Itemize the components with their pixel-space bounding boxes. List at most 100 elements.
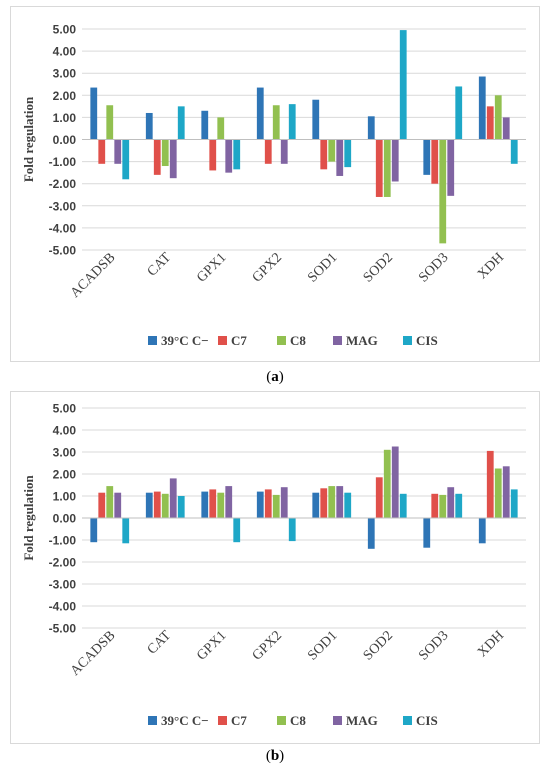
bar <box>447 487 455 518</box>
bar <box>336 139 344 176</box>
bar <box>233 518 241 543</box>
y-tick-label: 0.00 <box>53 133 77 147</box>
bar <box>391 446 399 518</box>
bar <box>161 493 169 518</box>
y-tick-label: 2.00 <box>53 468 77 482</box>
bar <box>439 139 447 244</box>
x-category-label: SOD3 <box>416 250 451 285</box>
bar <box>336 486 344 518</box>
bar <box>328 139 336 162</box>
y-tick-label: -4.00 <box>49 600 77 614</box>
bar <box>177 496 185 518</box>
bar <box>209 139 217 171</box>
y-tick-label: 3.00 <box>53 67 77 81</box>
legend-swatch <box>403 716 412 725</box>
legend-label: CIS <box>416 333 438 348</box>
bar <box>375 139 383 197</box>
bar <box>201 110 209 140</box>
x-category-label: ACADSB <box>68 250 119 301</box>
legend-label: C8 <box>290 713 306 728</box>
y-tick-label: -5.00 <box>49 622 77 636</box>
x-category-label: SOD2 <box>361 250 396 285</box>
bar <box>478 518 486 544</box>
bar <box>106 105 114 140</box>
bar <box>288 518 296 542</box>
bar <box>328 486 336 518</box>
bar <box>98 492 106 518</box>
legend-label: C7 <box>231 713 247 728</box>
bar <box>423 139 431 175</box>
legend-swatch <box>333 336 342 345</box>
bar <box>122 518 130 544</box>
bar <box>502 466 510 518</box>
legend-swatch <box>218 716 227 725</box>
bar <box>312 492 320 518</box>
bar <box>478 76 486 140</box>
bar <box>177 106 185 140</box>
x-category-label: SOD2 <box>361 628 396 663</box>
y-tick-label: 1.00 <box>53 111 77 125</box>
y-tick-label: -3.00 <box>49 199 77 213</box>
y-tick-label: 4.00 <box>53 45 77 59</box>
bar <box>344 139 352 168</box>
caption-a: (a) <box>266 369 284 385</box>
bar <box>201 491 209 518</box>
bar <box>312 99 320 140</box>
legend-label: C7 <box>231 333 247 348</box>
x-category-label: XDH <box>475 250 507 282</box>
bar <box>209 489 217 518</box>
y-axis-title: Fold regulation <box>21 475 36 561</box>
y-tick-label: -2.00 <box>49 556 77 570</box>
bar <box>225 486 233 518</box>
bar <box>486 450 494 518</box>
chart-a-svg: 5.00 4.00 3.00 2.00 1.00 0.00 -1.00 -2.00 -3.00 -… <box>21 23 526 348</box>
y-tick-label: -5.00 <box>49 244 77 258</box>
bar <box>391 139 399 182</box>
x-category-label: GPX2 <box>250 628 285 663</box>
legend-label: CIS <box>416 713 438 728</box>
bar <box>122 139 130 180</box>
bar <box>383 139 391 197</box>
bar <box>367 518 375 549</box>
y-tick-label: 4.00 <box>53 424 77 438</box>
bar <box>169 139 177 179</box>
bar <box>367 116 375 140</box>
legend-label: MAG <box>346 713 378 728</box>
bar <box>106 486 114 518</box>
bar <box>375 477 383 518</box>
bar <box>320 488 328 518</box>
bar <box>98 139 106 164</box>
bar <box>145 492 153 518</box>
bar <box>153 139 161 175</box>
bar <box>455 493 463 518</box>
bar <box>272 105 280 140</box>
legend-swatch <box>403 336 412 345</box>
legend-swatch <box>218 336 227 345</box>
x-category-label: GPX2 <box>250 250 285 285</box>
bar <box>169 478 177 518</box>
x-category-label: ACADSB <box>68 628 119 679</box>
bar <box>439 494 447 518</box>
bar <box>233 139 241 170</box>
legend-label: 39°C C− <box>161 713 209 728</box>
x-category-label: SOD1 <box>305 250 340 285</box>
bar <box>383 449 391 518</box>
bar <box>320 139 328 170</box>
x-category-label: SOD1 <box>305 628 340 663</box>
y-tick-label: -3.00 <box>49 578 77 592</box>
bar <box>502 117 510 140</box>
y-axis-title: Fold regulation <box>21 96 36 182</box>
legend-label: C8 <box>290 333 306 348</box>
y-tick-label: 5.00 <box>53 402 77 416</box>
bar <box>455 86 463 140</box>
bar <box>90 87 98 140</box>
bar <box>423 518 431 548</box>
chart-panel-b: 5.00 4.00 3.00 2.00 1.00 0.00 -1.00 -2.00 -3.00 -… <box>10 391 540 744</box>
legend-swatch <box>148 716 157 725</box>
bar <box>90 518 98 543</box>
legend-swatch <box>148 336 157 345</box>
bar <box>161 139 169 167</box>
legend-label: MAG <box>346 333 378 348</box>
caption-b: (b) <box>265 748 285 764</box>
bar <box>510 489 518 518</box>
